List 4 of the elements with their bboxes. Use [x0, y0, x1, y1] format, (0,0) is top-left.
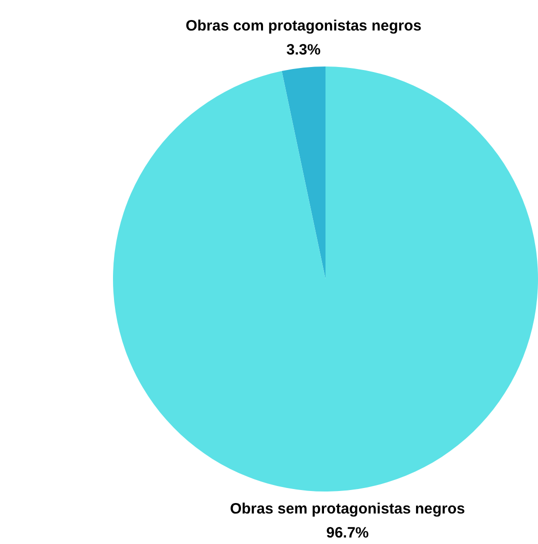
data-label: 96.7% [326, 524, 369, 542]
slice-label: Obras sem protagonistas negros [230, 500, 466, 518]
slice-label: Obras com protagonistas negros [186, 18, 422, 34]
data-label: 3.3% [286, 42, 321, 58]
